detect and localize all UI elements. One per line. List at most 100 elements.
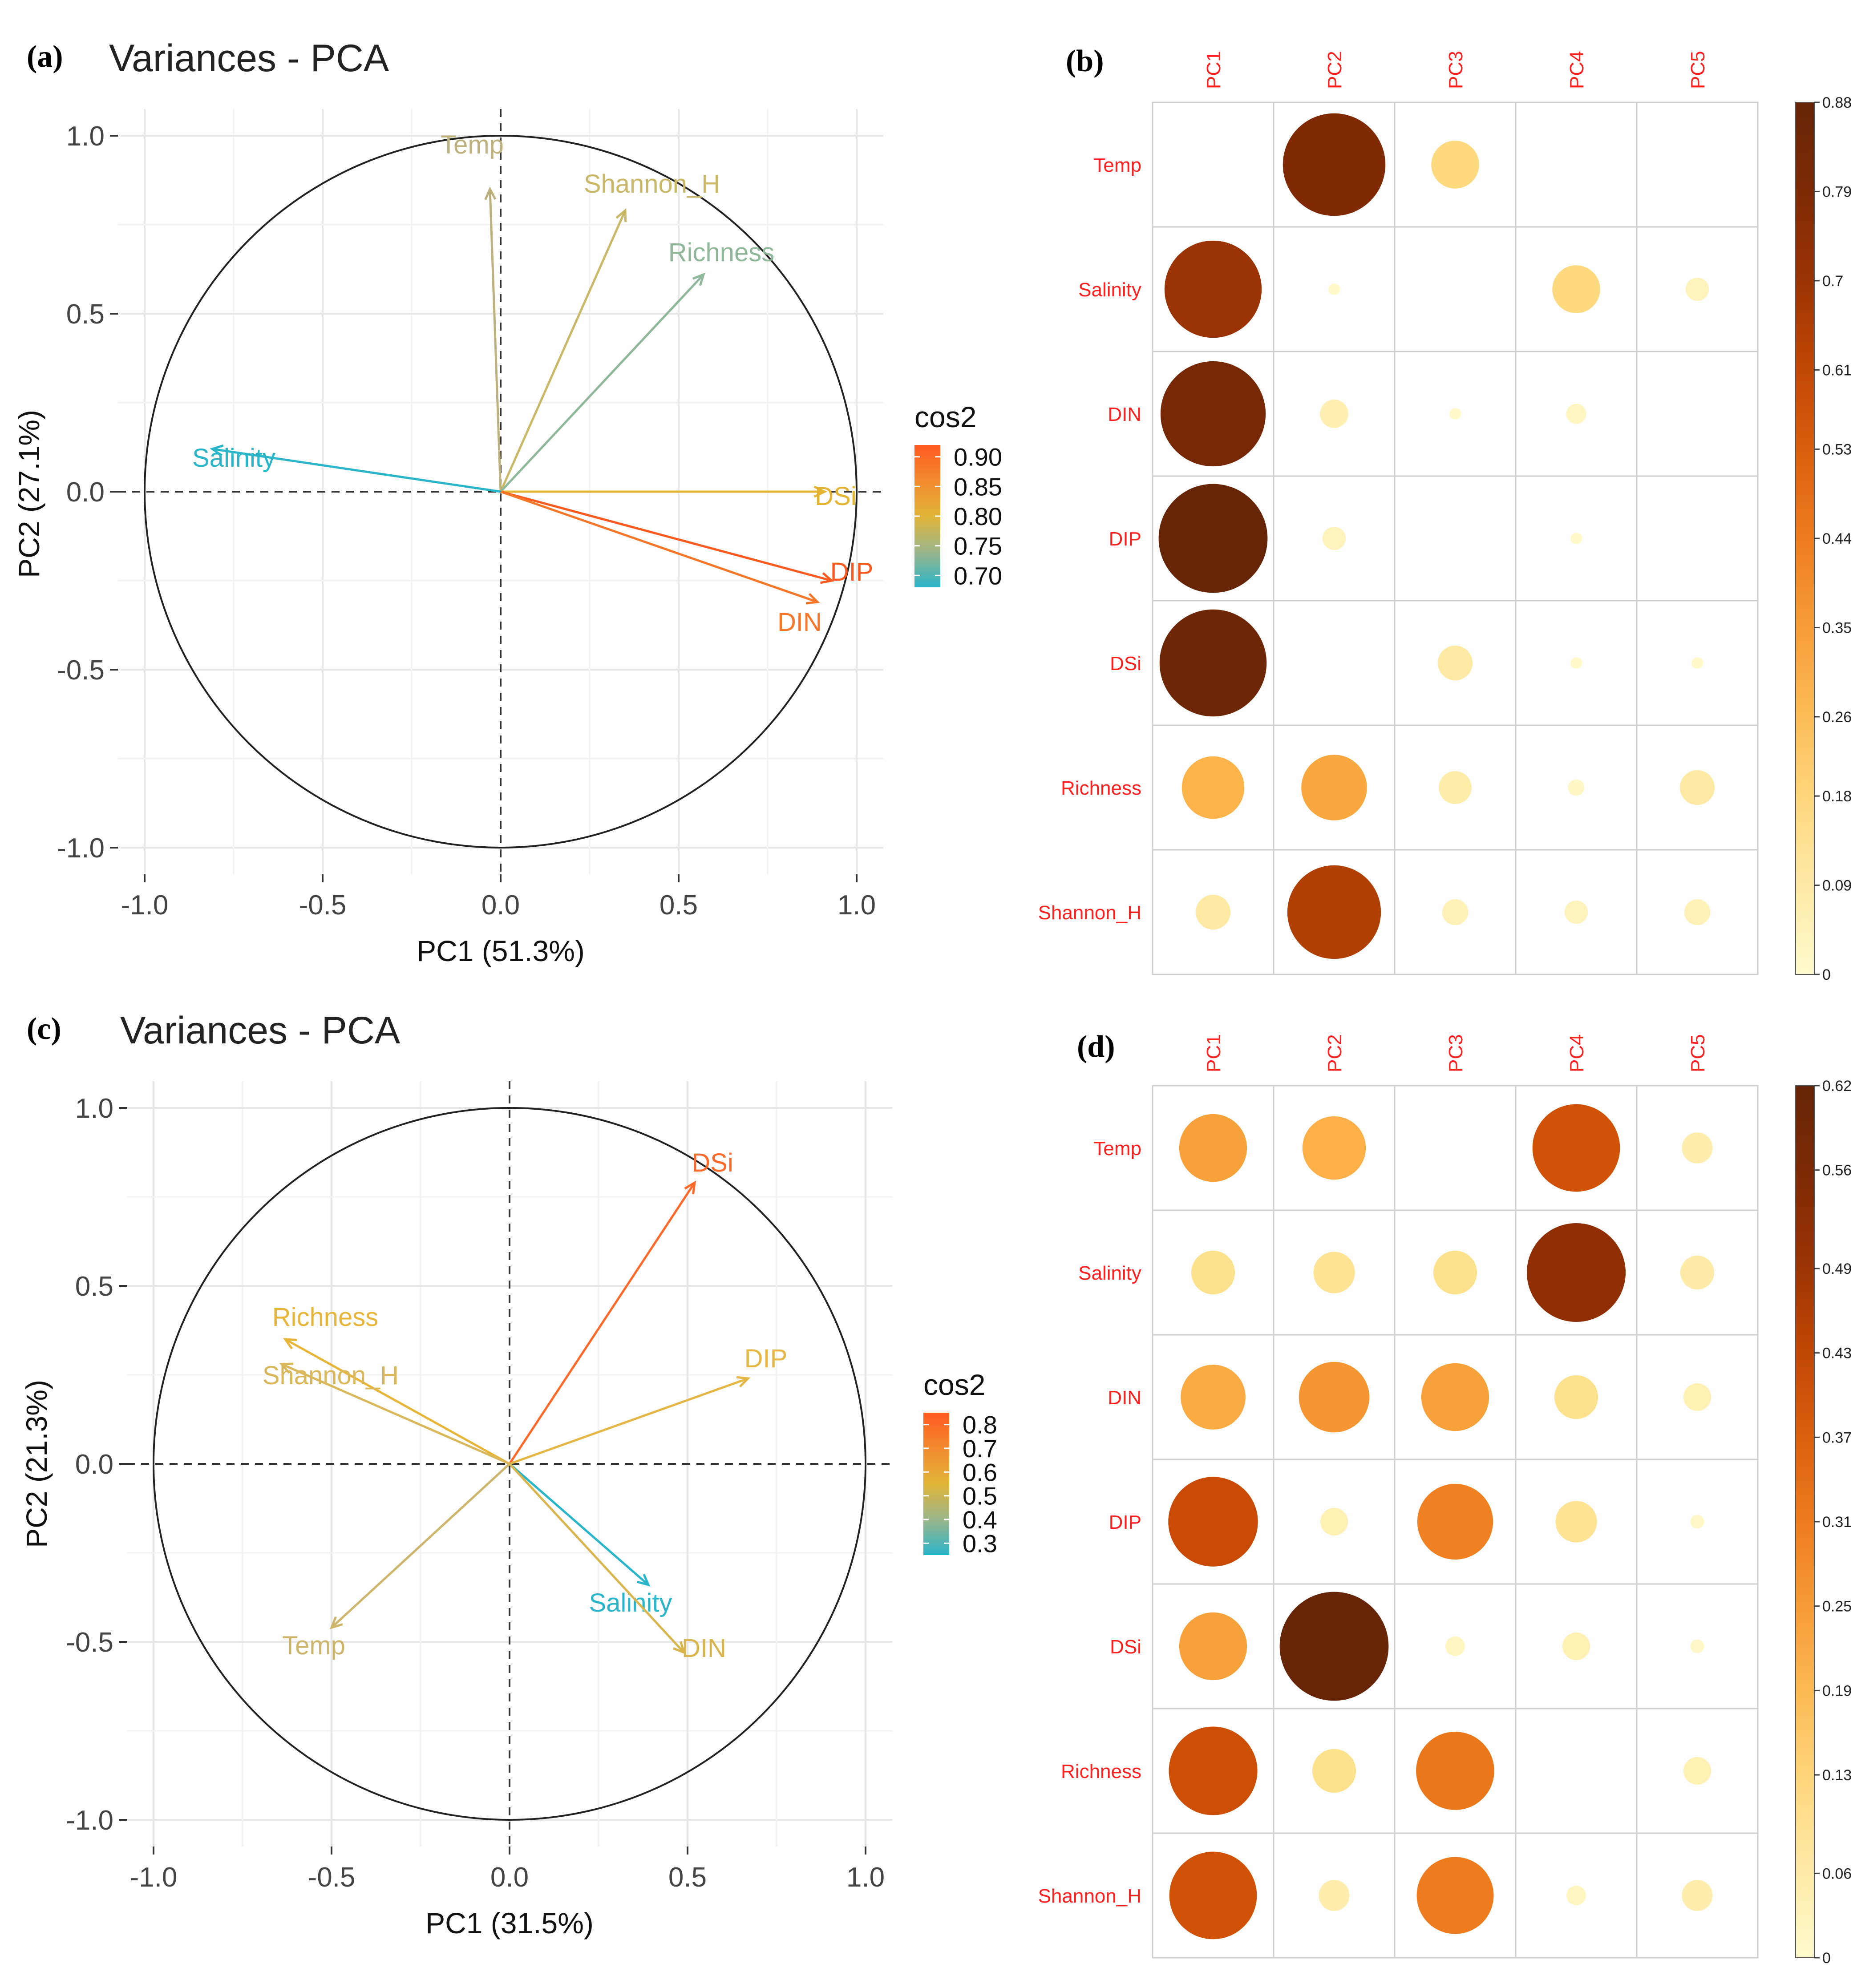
arrow-shannon-h bbox=[499, 210, 627, 493]
circle-dsi-pc1 bbox=[1159, 609, 1267, 717]
variable-label-din: DIN bbox=[777, 608, 822, 637]
x-tick-label: 0.5 bbox=[668, 1862, 707, 1893]
circle-shannon-h-pc3 bbox=[1442, 899, 1469, 925]
colorbar-tick-label: 0.18 bbox=[1822, 788, 1852, 805]
arrowhead-richness bbox=[692, 272, 705, 286]
y-tick-label: 0.5 bbox=[66, 299, 105, 330]
row-label-shannon-h: Shannon_H bbox=[1038, 902, 1141, 924]
row-label-richness: Richness bbox=[1061, 777, 1141, 799]
circle-shannon-h-pc4 bbox=[1566, 1886, 1586, 1905]
circle-din-pc2 bbox=[1299, 1362, 1370, 1433]
legend-colorbar bbox=[923, 1413, 949, 1555]
circle-richness-pc4 bbox=[1568, 779, 1585, 796]
circle-dip-pc1 bbox=[1158, 484, 1268, 593]
row-label-din: DIN bbox=[1108, 404, 1141, 425]
variable-label-dip: DIP bbox=[744, 1344, 788, 1373]
circle-din-pc1 bbox=[1160, 361, 1266, 467]
circle-din-pc5 bbox=[1683, 1383, 1711, 1411]
panel-a-pca-circle: (a) Variances - PCA -1.0 -0.5 0.0 0.5 1.0-1.… bbox=[12, 37, 1002, 967]
y-tick-label: -0.5 bbox=[66, 1627, 113, 1658]
arrowhead-din bbox=[805, 593, 820, 605]
panel-b-grid: PC1 PC2 PC3 PC4 PC5 Temp Salinity DIN DIP DSi Rich… bbox=[1038, 51, 1852, 983]
panel-a-ylabel: PC2 (27.1%) bbox=[12, 410, 45, 578]
column-label-pc4: PC4 bbox=[1566, 1034, 1588, 1072]
circle-dsi-pc1 bbox=[1179, 1612, 1247, 1681]
circle-salinity-pc1 bbox=[1191, 1250, 1235, 1295]
circle-richness-pc2 bbox=[1312, 1749, 1356, 1793]
arrow-shannon-h bbox=[281, 1363, 510, 1465]
column-label-pc5: PC5 bbox=[1687, 1034, 1709, 1072]
panel-d-label: (d) bbox=[1077, 1030, 1115, 1064]
arrowhead-din bbox=[672, 1641, 686, 1655]
panel-a-legend-bar: 0.900.850.800.750.70 bbox=[914, 443, 1002, 590]
panel-c-pca-circle: (c) Variances - PCA -1.0 -0.5 0.0 0.5 1.0-1.… bbox=[20, 1009, 997, 1940]
x-tick-label: -1.0 bbox=[130, 1862, 178, 1893]
x-tick-label: 1.0 bbox=[846, 1862, 885, 1893]
circle-salinity-pc4 bbox=[1552, 265, 1600, 313]
y-tick-label: -1.0 bbox=[57, 833, 105, 864]
column-label-pc1: PC1 bbox=[1203, 51, 1225, 89]
y-tick-label: 0.0 bbox=[75, 1449, 113, 1480]
circle-dsi-pc3 bbox=[1445, 1636, 1465, 1656]
circle-richness-pc5 bbox=[1679, 770, 1715, 805]
arrow-dip bbox=[500, 490, 832, 582]
circle-din-pc3 bbox=[1449, 408, 1461, 420]
arrowhead-richness bbox=[283, 1338, 297, 1350]
variable-label-din: DIN bbox=[682, 1634, 726, 1663]
arrowhead-dsi bbox=[813, 485, 827, 498]
row-label-temp: Temp bbox=[1093, 1138, 1141, 1160]
arrowhead-dip bbox=[736, 1376, 751, 1388]
arrowhead-temp bbox=[329, 1616, 343, 1629]
colorbar-tick-label: 0.25 bbox=[1822, 1598, 1852, 1615]
colorbar-tick-label: 0.19 bbox=[1822, 1682, 1852, 1699]
circle-richness-pc3 bbox=[1416, 1732, 1494, 1810]
circle-shannon-h-pc2 bbox=[1319, 1880, 1350, 1911]
circle-shannon-h-pc5 bbox=[1682, 1880, 1713, 1911]
legend-tick-label: 0.85 bbox=[954, 473, 1002, 501]
x-tick-label: 1.0 bbox=[837, 890, 876, 921]
arrowhead-dsi bbox=[684, 1180, 696, 1195]
circle-dip-pc2 bbox=[1322, 526, 1346, 550]
colorbar-tick-label: 0.7 bbox=[1822, 273, 1843, 290]
legend-tick-label: 0.90 bbox=[954, 443, 1002, 471]
variable-label-richness: Richness bbox=[272, 1303, 379, 1332]
variable-label-dsi: DSi bbox=[815, 482, 856, 511]
row-label-dip: DIP bbox=[1109, 1511, 1141, 1533]
circle-salinity-pc5 bbox=[1685, 277, 1709, 301]
panel-c-plot: -1.0 -0.5 0.0 0.5 1.0 -1.0 -0.5 0.0 0.5 1.0 DSi DIP… bbox=[66, 1081, 892, 1893]
legend-tick-label: 0.75 bbox=[954, 532, 1002, 560]
legend-tick-label: 0.8 bbox=[963, 1411, 997, 1439]
circle-richness-pc5 bbox=[1683, 1757, 1711, 1785]
panel-c-label: (c) bbox=[27, 1012, 61, 1046]
legend-tick-label: 0.5 bbox=[963, 1482, 997, 1510]
panel-c-ylabel: PC2 (21.3%) bbox=[20, 1380, 53, 1548]
column-label-pc1: PC1 bbox=[1203, 1034, 1225, 1072]
colorbar-tick-label: 0 bbox=[1822, 966, 1831, 983]
panel-a-legend: cos2 0.900.850.800.750.70 bbox=[914, 400, 1002, 590]
panel-d-grid: PC1 PC2 PC3 PC4 PC5 Temp Salinity DIN DIP DSi Rich… bbox=[1038, 1034, 1852, 1967]
circle-temp-pc3 bbox=[1431, 141, 1479, 189]
column-label-pc2: PC2 bbox=[1324, 51, 1346, 89]
circle-richness-pc1 bbox=[1181, 756, 1245, 819]
colorbar-tick-label: 0 bbox=[1822, 1950, 1831, 1967]
circle-salinity-pc4 bbox=[1526, 1223, 1626, 1322]
circle-shannon-h-pc2 bbox=[1287, 865, 1381, 959]
variable-label-shannon-h: Shannon_H bbox=[263, 1361, 399, 1390]
row-label-dsi: DSi bbox=[1110, 1636, 1141, 1658]
circle-temp-pc2 bbox=[1283, 113, 1386, 216]
x-tick-label: 0.0 bbox=[481, 890, 520, 921]
row-label-salinity: Salinity bbox=[1078, 279, 1141, 301]
arrow-din bbox=[509, 1463, 685, 1653]
legend-tick-label: 0.6 bbox=[963, 1458, 997, 1486]
colorbar-tick-label: 0.56 bbox=[1822, 1162, 1852, 1179]
y-tick-label: 0.5 bbox=[75, 1271, 113, 1302]
colorbar-tick-label: 0.31 bbox=[1822, 1514, 1852, 1531]
row-label-dip: DIP bbox=[1109, 528, 1141, 550]
arrow-salinity bbox=[212, 448, 501, 493]
circle-din-pc1 bbox=[1181, 1365, 1246, 1430]
circle-shannon-h-pc5 bbox=[1684, 899, 1711, 925]
legend-tick-label: 0.70 bbox=[954, 562, 1002, 590]
circle-dsi-pc2 bbox=[1279, 1592, 1389, 1701]
row-label-dsi: DSi bbox=[1110, 653, 1141, 675]
